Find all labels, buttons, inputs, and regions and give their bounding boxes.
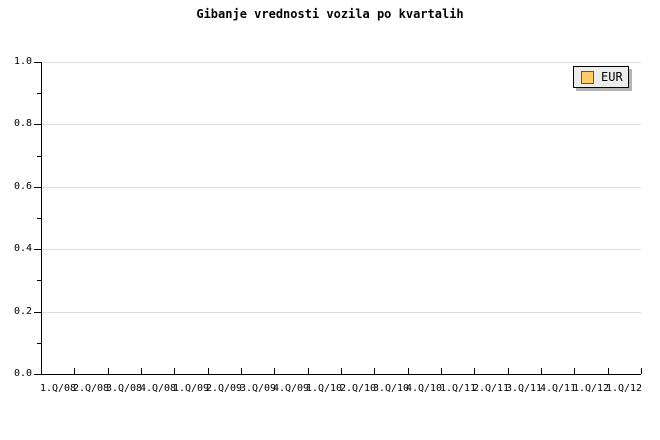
x-axis-tick-label: 2.Q/08 bbox=[72, 383, 110, 394]
x-axis-tick-label: 1.Q/11 bbox=[439, 383, 477, 394]
x-axis-tick-label: 3.Q/09 bbox=[239, 383, 277, 394]
x-axis-tick-label: 1.Q/12 bbox=[605, 383, 643, 394]
x-axis-tick-label: 3.Q/11 bbox=[505, 383, 543, 394]
legend-swatch-eur bbox=[581, 70, 594, 84]
x-axis-tick-label: 3.Q/10 bbox=[372, 383, 410, 394]
y-axis-tick-label: 0.2 bbox=[13, 306, 32, 317]
chart-title: Gibanje vrednosti vozila po kvartalih bbox=[196, 7, 464, 21]
x-axis-tick-label: 2.Q/09 bbox=[205, 383, 243, 394]
x-axis-tick-label: 1.Q/09 bbox=[172, 383, 210, 394]
x-axis-tick-label: 4.Q/09 bbox=[272, 383, 310, 394]
x-axis-tick-label: 2.Q/10 bbox=[339, 383, 377, 394]
y-axis-tick-label: 1.0 bbox=[13, 56, 32, 67]
legend: EUR bbox=[573, 66, 629, 88]
x-axis-tick-label: 1.Q/10 bbox=[305, 383, 343, 394]
y-axis-tick-label: 0.4 bbox=[13, 243, 32, 254]
x-axis-tick-label: 4.Q/10 bbox=[405, 383, 443, 394]
x-axis-tick-label: 1.Q/08 bbox=[39, 383, 77, 394]
y-axis-tick-label: 0.0 bbox=[13, 368, 32, 379]
y-axis-tick-label: 0.6 bbox=[13, 181, 32, 192]
y-axis-tick-label: 0.8 bbox=[13, 118, 32, 129]
x-axis-tick-label: 4.Q/08 bbox=[139, 383, 177, 394]
x-axis-tick-label: 3.Q/08 bbox=[105, 383, 143, 394]
legend-label-eur: EUR bbox=[601, 70, 623, 84]
x-axis-tick-label: 4.Q/11 bbox=[539, 383, 577, 394]
x-axis-tick-label: 2.Q/11 bbox=[472, 383, 510, 394]
x-axis-tick-label: 1.Q/12 bbox=[572, 383, 610, 394]
